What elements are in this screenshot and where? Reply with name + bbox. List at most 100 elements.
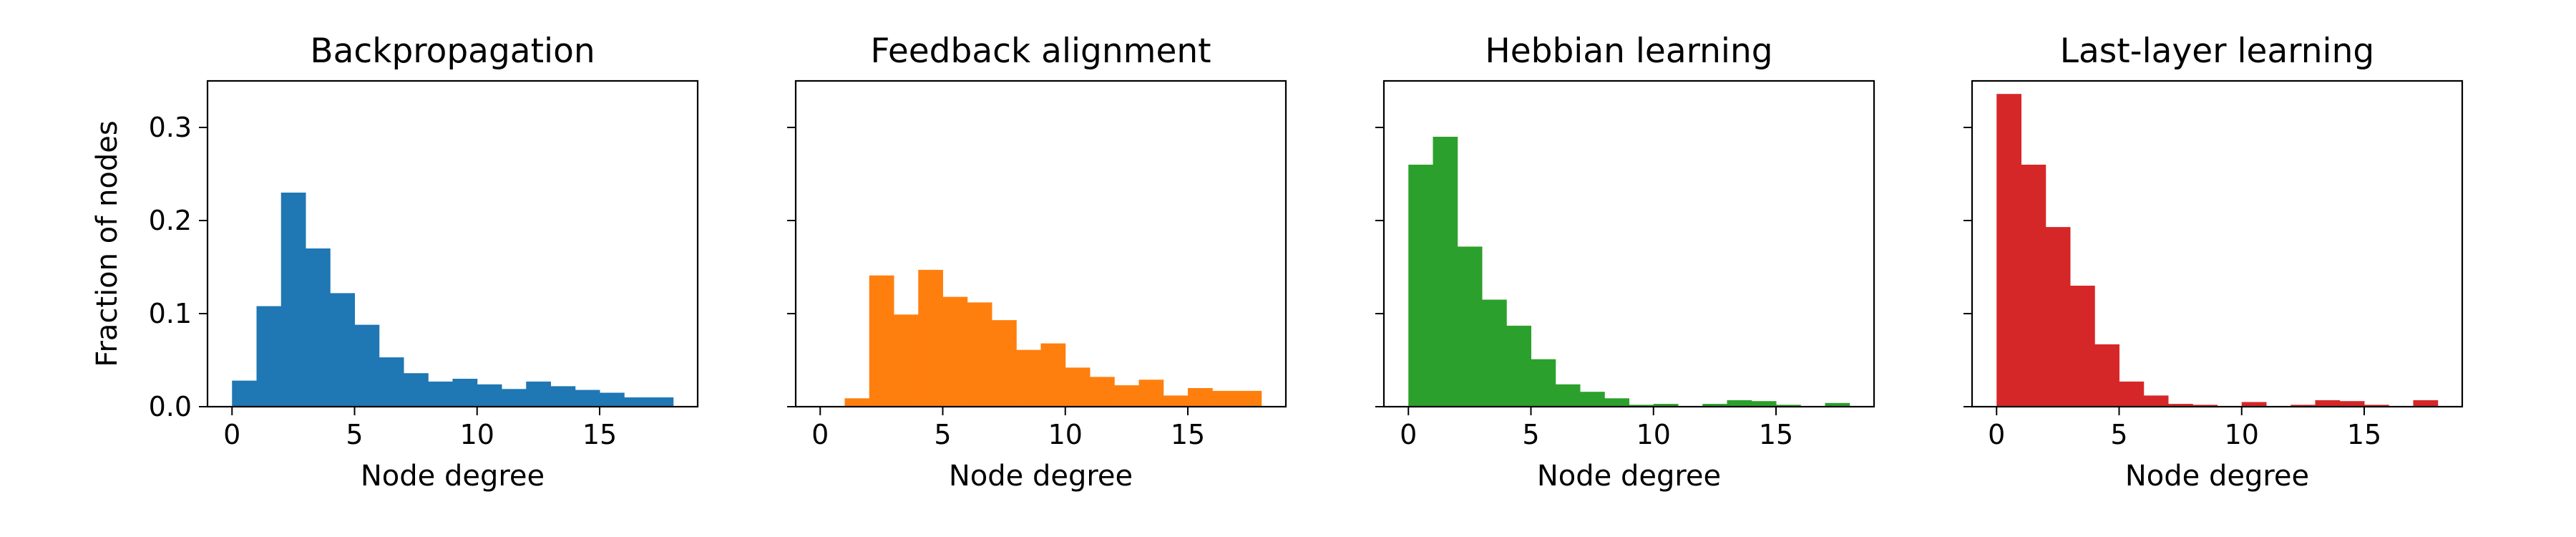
histogram-bar xyxy=(280,193,306,407)
x-tick-label: 5 xyxy=(934,419,951,450)
histogram-bar xyxy=(1212,390,1237,407)
x-tick-label: 15 xyxy=(1171,419,1205,450)
histogram-bar xyxy=(306,248,331,407)
histogram-bar xyxy=(2364,405,2389,407)
histogram-bar xyxy=(2339,401,2365,407)
histogram-bar xyxy=(2315,400,2341,407)
panel-title: Hebbian learning xyxy=(1485,32,1772,71)
panel-4: Last-layer learning 0 5 10 15 Node degree xyxy=(1963,32,2464,493)
histogram-bar xyxy=(1090,377,1115,407)
histogram-bar xyxy=(379,357,404,407)
histogram-bar xyxy=(1580,392,1605,407)
histogram-bar xyxy=(1604,398,1629,407)
panel-title: Last-layer learning xyxy=(2060,32,2374,71)
histogram-bar xyxy=(1506,325,1531,407)
histogram-bar xyxy=(2413,400,2439,407)
histogram-bar xyxy=(452,379,478,407)
histogram-bar xyxy=(844,398,870,407)
x-tick-label: 0 xyxy=(1988,419,2005,450)
histogram-bar xyxy=(1408,165,1433,407)
histogram-bar xyxy=(2168,404,2193,407)
y-tick-label: 0.2 xyxy=(149,205,192,236)
histogram-bar xyxy=(2192,405,2218,407)
x-tick-label: 10 xyxy=(1636,419,1671,450)
x-tick-label: 10 xyxy=(1048,419,1083,450)
panel-1: Backpropagation 0 5 10 15 Node degree 0.0 0.1 0.… xyxy=(149,32,699,493)
histogram-bar xyxy=(624,397,649,407)
histogram-bar xyxy=(1825,402,1850,407)
histogram-bar xyxy=(2143,395,2169,407)
histogram-bar xyxy=(232,380,257,407)
histogram-bar xyxy=(2021,165,2046,407)
histogram-bar xyxy=(918,269,943,407)
histogram-bar xyxy=(1138,379,1164,407)
histogram-bar xyxy=(648,397,674,407)
histogram-bar xyxy=(1114,385,1139,407)
histogram-bar xyxy=(477,384,502,407)
x-tick-label: 0 xyxy=(811,419,829,450)
histogram-bar xyxy=(330,293,355,407)
x-tick-label: 0 xyxy=(1400,419,1417,450)
histogram-bar xyxy=(2290,405,2316,407)
histogram-bar xyxy=(502,389,527,407)
histogram-bar xyxy=(2119,381,2145,407)
histogram-bar xyxy=(2094,344,2119,407)
histogram-bar xyxy=(1751,401,1777,407)
y-tick-label: 0.3 xyxy=(149,112,192,143)
x-tick-label: 5 xyxy=(1522,419,1539,450)
histogram-bar xyxy=(1996,94,2021,407)
plot-frame xyxy=(206,79,699,408)
x-tick-label: 15 xyxy=(582,419,617,450)
y-axis-label: Fraction of nodes xyxy=(91,120,124,367)
histogram-bar xyxy=(1457,246,1483,407)
histogram-bar xyxy=(992,320,1017,407)
histogram-bar xyxy=(1531,359,1556,407)
x-axis-label: Node degree xyxy=(1537,460,1721,493)
histogram-bar xyxy=(1016,349,1041,407)
histogram-bar xyxy=(1555,384,1581,407)
panel-title: Feedback alignment xyxy=(870,32,1211,71)
plot-frame xyxy=(1382,79,1875,408)
histogram-bar xyxy=(1188,388,1213,407)
histogram-bar xyxy=(1702,404,1727,407)
histogram-bar xyxy=(1482,299,1507,407)
x-tick-label: 0 xyxy=(223,419,240,450)
x-axis-label: Node degree xyxy=(2125,460,2309,493)
histogram-bar xyxy=(1236,390,1262,407)
histogram-bar xyxy=(869,275,894,407)
histogram-bar xyxy=(1629,405,1654,407)
histogram-bar xyxy=(2241,402,2267,407)
histogram-bar xyxy=(404,373,429,407)
panel-2: Feedback alignment 0 5 10 15 Node degree xyxy=(787,32,1287,493)
x-tick-label: 5 xyxy=(2110,419,2127,450)
histogram-bar xyxy=(967,302,992,407)
histogram-bar xyxy=(526,381,551,407)
histogram-bar xyxy=(2070,286,2095,407)
y-tick-label: 0.0 xyxy=(149,391,192,422)
histogram-bar xyxy=(1163,395,1189,407)
x-tick-label: 10 xyxy=(2225,419,2259,450)
histogram-bar xyxy=(894,314,919,407)
histogram-bar xyxy=(942,296,968,407)
panel-3: Hebbian learning 0 5 10 15 Node degree xyxy=(1375,32,1875,493)
histogram-bar xyxy=(2045,227,2071,407)
histogram-bar xyxy=(550,386,576,407)
histogram-bar xyxy=(1653,404,1679,407)
x-tick-label: 15 xyxy=(1759,419,1793,450)
histogram-bar xyxy=(1727,400,1752,407)
panel-title: Backpropagation xyxy=(310,32,595,71)
histogram-bar xyxy=(1065,367,1091,407)
histogram-bar xyxy=(354,324,380,407)
x-axis-label: Node degree xyxy=(361,460,545,493)
x-axis-label: Node degree xyxy=(949,460,1133,493)
plot-frame xyxy=(794,79,1287,408)
histogram-bar xyxy=(1040,343,1066,407)
histogram-bar xyxy=(600,392,625,407)
x-tick-label: 10 xyxy=(460,419,494,450)
plot-frame xyxy=(1971,79,2464,408)
histogram-bar xyxy=(256,306,282,407)
histogram-bar xyxy=(1433,137,1458,407)
x-tick-label: 15 xyxy=(2347,419,2381,450)
histogram-bar xyxy=(428,381,453,407)
